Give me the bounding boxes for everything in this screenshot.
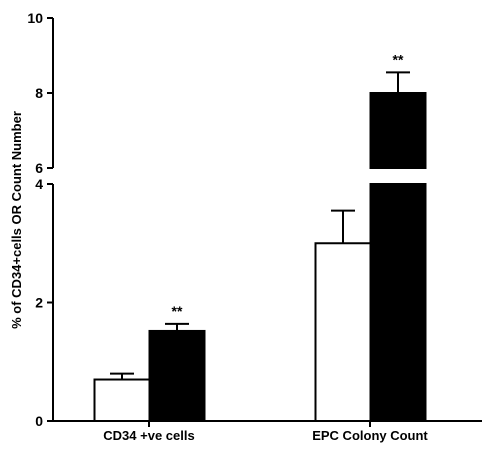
y-tick-label: 8 — [35, 85, 43, 101]
y-tick-label: 2 — [35, 295, 43, 311]
significance-label: ** — [172, 303, 183, 319]
y-tick-label: 0 — [35, 413, 43, 429]
y-tick-label: 4 — [35, 176, 43, 192]
y-tick-label: 6 — [35, 160, 43, 176]
bar — [93, 378, 151, 422]
y-axis-label: % of CD34+cells OR Count Number — [9, 111, 24, 329]
significance-label: ** — [393, 51, 404, 67]
bar-upper-segment — [369, 92, 427, 169]
bar — [314, 242, 372, 422]
bar — [369, 183, 427, 422]
y-tick-label: 10 — [27, 10, 43, 26]
x-category-label: CD34 +ve cells — [103, 428, 194, 443]
x-category-label: EPC Colony Count — [312, 428, 428, 443]
bar — [148, 329, 206, 422]
